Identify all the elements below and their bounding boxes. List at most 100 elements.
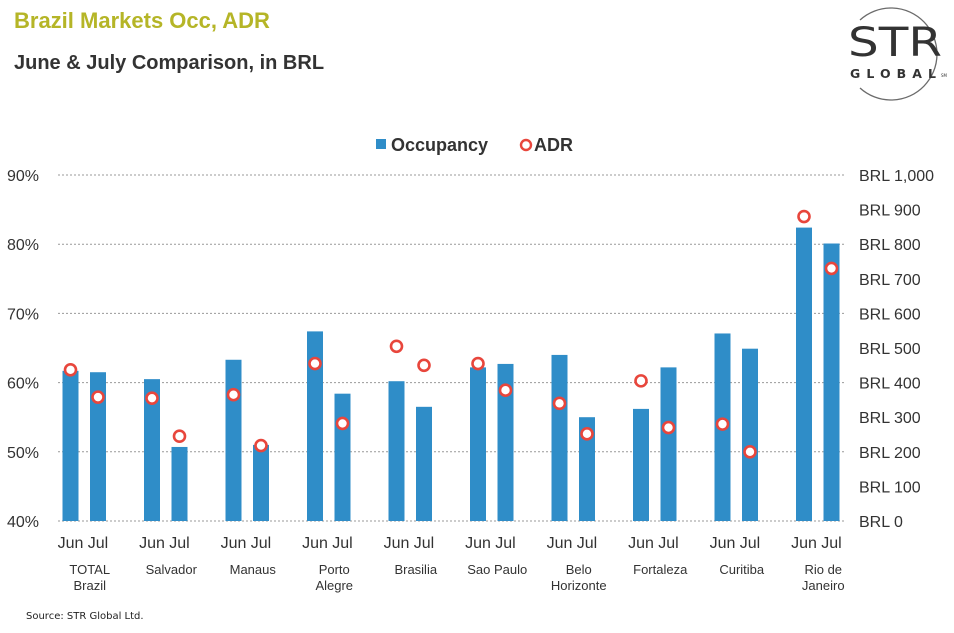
month-label: Jun <box>628 535 654 552</box>
month-label: Jun <box>58 535 84 552</box>
y-right-tick-label: BRL 700 <box>859 272 921 289</box>
y-right-tick-label: BRL 300 <box>859 410 921 427</box>
grid-lines <box>58 174 845 522</box>
month-label: Jun <box>139 535 165 552</box>
month-label: Jun <box>302 535 328 552</box>
occupancy-bar <box>823 243 840 521</box>
y-right-tick-label: BRL 400 <box>859 376 921 393</box>
market-label: Salvador <box>146 562 198 577</box>
month-label: Jul <box>88 535 108 552</box>
occupancy-bar <box>416 406 432 521</box>
occupancy-bar <box>388 381 405 521</box>
month-label: Jun <box>384 535 410 552</box>
y-axis-right: BRL 1,000 BRL 900 BRL 800 BRL 700 BRL 600 BRL… <box>859 168 934 531</box>
logo-text-mark: SM <box>941 73 948 78</box>
legend-adr-label: ADR <box>534 135 573 155</box>
market-label-line: Curitiba <box>719 562 765 577</box>
market-label-line: Manaus <box>230 562 277 577</box>
market-label: Porto Alegre <box>315 562 353 593</box>
occupancy-bar <box>253 444 269 521</box>
adr-marker <box>580 427 594 441</box>
occupancy-bar <box>144 379 160 521</box>
occupancy-bar <box>62 370 79 521</box>
occupancy-bar <box>225 359 242 521</box>
adr-marker <box>634 374 648 388</box>
adr-marker <box>91 390 105 404</box>
adr-marker <box>661 420 676 435</box>
occupancy-bar <box>90 372 106 521</box>
market-label-line: Brazil <box>73 578 106 593</box>
occupancy-bar <box>796 227 812 522</box>
adr-marker <box>417 358 431 373</box>
market-label: Belo Horizonte <box>551 562 607 593</box>
y-right-tick-label: BRL 0 <box>859 514 903 531</box>
y-right-tick-label: BRL 600 <box>859 306 921 323</box>
adr-marker <box>552 396 567 411</box>
market-label: Brasilia <box>394 562 437 577</box>
month-label: Jun <box>710 535 736 552</box>
occupancy-bar <box>660 367 677 521</box>
y-left-tick-label: 40% <box>7 514 39 531</box>
y-right-tick-label: BRL 800 <box>859 237 921 254</box>
source-note: Source: STR Global Ltd. <box>26 611 144 622</box>
y-right-tick-label: BRL 500 <box>859 341 921 358</box>
y-right-tick-label: BRL 100 <box>859 479 921 496</box>
y-left-tick-label: 90% <box>7 168 39 185</box>
month-label: Jun <box>465 535 491 552</box>
chart-title: Brazil Markets Occ, ADR <box>14 8 270 33</box>
occupancy-bars <box>62 227 840 522</box>
logo-text-main: STR <box>848 20 942 66</box>
market-label: Manaus <box>230 562 277 577</box>
legend-occupancy-label: Occupancy <box>391 135 488 155</box>
legend-adr-swatch <box>519 138 533 152</box>
month-label: Jul <box>169 535 189 552</box>
month-label: Jul <box>658 535 678 552</box>
adr-marker <box>172 429 187 444</box>
adr-marker <box>824 261 839 276</box>
market-label: Curitiba <box>719 562 765 577</box>
market-label-line: Horizonte <box>551 578 607 593</box>
market-label: Rio de Janeiro <box>802 562 845 593</box>
adr-marker <box>715 417 730 431</box>
market-label-line: Brasilia <box>394 562 437 577</box>
adr-marker <box>254 438 268 453</box>
legend: Occupancy ADR <box>376 135 573 155</box>
adr-marker <box>471 356 485 371</box>
y-axis-left: 90% 80% 70% 60% 50% 40% <box>7 168 39 531</box>
y-left-tick-label: 70% <box>7 306 39 323</box>
market-label: Fortaleza <box>633 562 688 577</box>
chart-subtitle: June & July Comparison, in BRL <box>14 52 325 74</box>
month-label: Jun <box>547 535 573 552</box>
occupancy-bar <box>307 331 323 521</box>
occupancy-bar <box>497 363 514 521</box>
month-label: Jul <box>740 535 760 552</box>
occupancy-bar <box>579 417 595 521</box>
market-label: Sao Paulo <box>467 562 527 577</box>
y-left-tick-label: 50% <box>7 445 39 462</box>
adr-marker <box>308 356 322 371</box>
adr-marker <box>389 339 404 354</box>
month-label: Jul <box>821 535 841 552</box>
occupancy-bar <box>334 393 351 521</box>
market-label-line: Fortaleza <box>633 562 688 577</box>
adr-marker <box>498 383 513 398</box>
occupancy-bar <box>742 348 758 521</box>
month-label: Jul <box>495 535 515 552</box>
adr-marker <box>797 209 811 224</box>
adr-marker <box>145 391 159 405</box>
y-left-tick-label: 80% <box>7 237 39 254</box>
adr-marker <box>63 362 78 377</box>
adr-marker <box>743 444 757 459</box>
occupancy-bar <box>633 408 649 521</box>
market-label-line: Sao Paulo <box>467 562 527 577</box>
month-label: Jun <box>221 535 247 552</box>
market-label-line: Alegre <box>315 578 353 593</box>
str-global-logo: STR GLOBAL SM <box>848 7 948 101</box>
market-label-line: Porto <box>319 562 350 577</box>
occupancy-bar <box>171 446 188 521</box>
y-right-tick-label: BRL 200 <box>859 445 921 462</box>
occupancy-bar <box>551 354 568 521</box>
market-label: TOTAL Brazil <box>69 562 110 593</box>
month-label: Jul <box>332 535 352 552</box>
